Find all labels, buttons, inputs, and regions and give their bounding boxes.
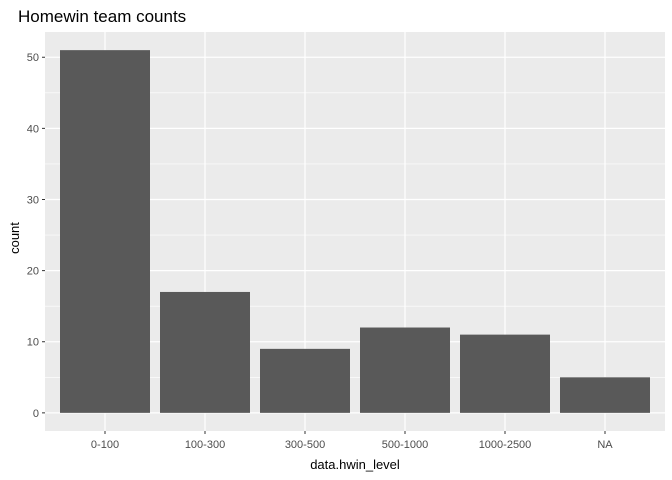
y-axis-title: count	[7, 222, 22, 254]
x-tick-label: 0-100	[91, 439, 119, 451]
y-tick-label: 10	[27, 337, 39, 349]
x-tick-label: 500-1000	[382, 439, 429, 451]
x-tick-label: NA	[597, 439, 613, 451]
x-tick-label: 1000-2500	[479, 439, 532, 451]
y-tick-label: 50	[27, 52, 39, 64]
y-tick-label: 30	[27, 194, 39, 206]
x-tick-label: 100-300	[185, 439, 225, 451]
bar-500-1000	[360, 327, 450, 413]
bars	[60, 50, 650, 413]
chart-title: Homewin team counts	[18, 7, 186, 26]
x-tick-label: 300-500	[285, 439, 325, 451]
y-tick-label: 20	[27, 266, 39, 278]
bar-300-500	[260, 348, 350, 413]
bar-na	[560, 377, 650, 413]
bar-100-300	[160, 291, 250, 413]
x-axis: 0-100 100-300 300-500 500-1000 1000-2500 NA	[91, 431, 613, 451]
y-axis: 0 10 20 30 40 50	[27, 52, 45, 420]
bar-0-100	[60, 50, 150, 413]
bar-1000-2500	[460, 334, 550, 413]
x-axis-title: data.hwin_level	[310, 457, 400, 472]
y-tick-label: 0	[33, 408, 39, 420]
y-tick-label: 40	[27, 123, 39, 135]
